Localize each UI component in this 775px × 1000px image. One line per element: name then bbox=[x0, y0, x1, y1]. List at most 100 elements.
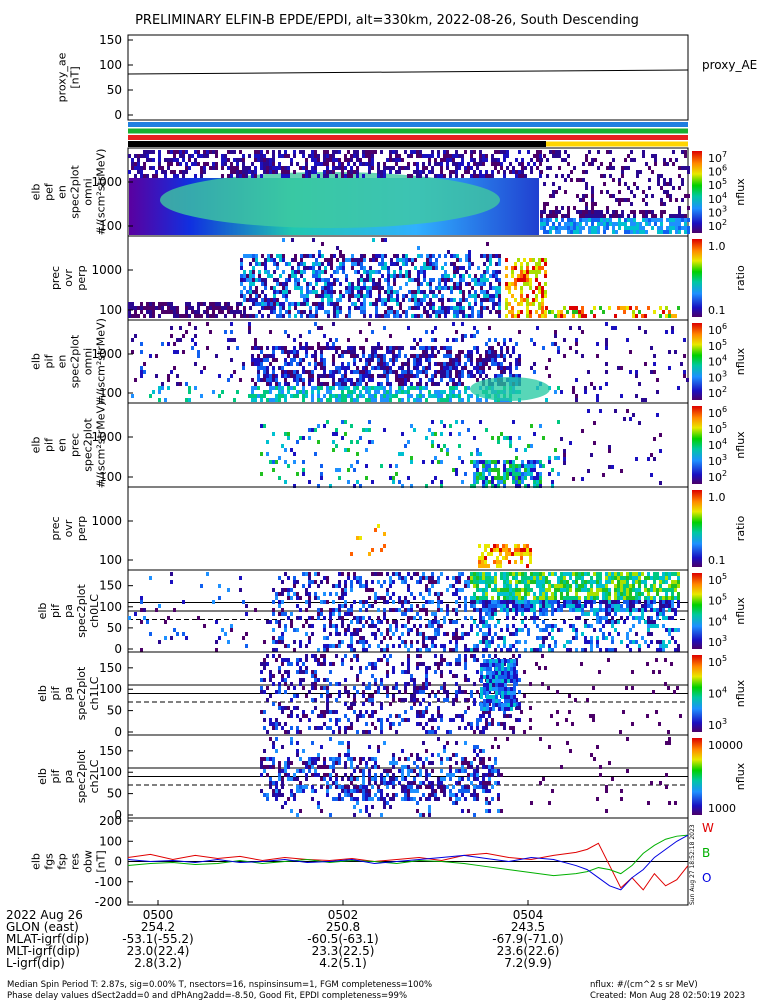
heatmap-cell bbox=[359, 620, 362, 624]
heatmap-cell bbox=[290, 158, 293, 162]
heatmap-cell bbox=[260, 366, 263, 370]
heatmap-cell bbox=[509, 436, 512, 440]
heatmap-cell bbox=[255, 314, 258, 318]
heatmap-cell bbox=[377, 628, 380, 632]
heatmap-cell bbox=[459, 278, 462, 282]
elb-pif-en-prec-colorbar-tick: 102 bbox=[708, 469, 727, 484]
heatmap-cell bbox=[573, 222, 576, 226]
heatmap-cell bbox=[494, 338, 497, 342]
heatmap-cell bbox=[520, 270, 523, 274]
heatmap-cell bbox=[521, 604, 524, 608]
heatmap-cell bbox=[288, 278, 291, 282]
heatmap-cell bbox=[366, 274, 369, 278]
heatmap-cell bbox=[284, 394, 287, 398]
heatmap-cell bbox=[648, 166, 651, 170]
heatmap-cell bbox=[473, 326, 476, 330]
heatmap-cell bbox=[526, 544, 529, 548]
heatmap-cell bbox=[351, 258, 354, 262]
heatmap-cell bbox=[389, 334, 392, 338]
heatmap-cell bbox=[683, 354, 686, 358]
heatmap-cell bbox=[545, 636, 548, 640]
heatmap-cell bbox=[499, 564, 502, 568]
heatmap-cell bbox=[236, 390, 239, 394]
heatmap-cell bbox=[509, 444, 512, 448]
heatmap-cell bbox=[491, 350, 494, 354]
heatmap-cell bbox=[429, 262, 432, 266]
heatmap-cell bbox=[257, 378, 260, 382]
heatmap-cell bbox=[468, 282, 471, 286]
heatmap-cell bbox=[365, 366, 368, 370]
heatmap-cell bbox=[633, 194, 636, 198]
heatmap-cell bbox=[608, 608, 611, 612]
heatmap-cell bbox=[468, 290, 471, 294]
heatmap-cell bbox=[413, 616, 416, 620]
heatmap-cell bbox=[477, 314, 480, 318]
heatmap-cell bbox=[390, 286, 393, 290]
heatmap-cell bbox=[458, 354, 461, 358]
heatmap-cell bbox=[410, 640, 413, 644]
heatmap-cell bbox=[560, 572, 563, 576]
heatmap-cell bbox=[545, 624, 548, 628]
heatmap-cell bbox=[665, 576, 668, 580]
heatmap-cell bbox=[140, 342, 143, 346]
heatmap-cell bbox=[539, 472, 542, 476]
heatmap-cell bbox=[350, 632, 353, 636]
heatmap-cell bbox=[599, 616, 602, 620]
proxy-ae-ylabel: proxy_ae bbox=[56, 52, 69, 102]
heatmap-cell bbox=[338, 150, 341, 154]
heatmap-cell bbox=[548, 456, 551, 460]
heatmap-cell bbox=[681, 182, 684, 186]
heatmap-cell bbox=[347, 612, 350, 616]
heatmap-cell bbox=[647, 620, 650, 624]
heatmap-cell bbox=[302, 174, 305, 178]
heatmap-cell bbox=[332, 154, 335, 158]
heatmap-cell bbox=[333, 270, 336, 274]
heatmap-cell bbox=[384, 262, 387, 266]
heatmap-cell bbox=[479, 600, 482, 604]
heatmap-cell bbox=[417, 246, 420, 250]
heatmap-cell bbox=[629, 576, 632, 580]
heatmap-cell bbox=[362, 374, 365, 378]
heatmap-cell bbox=[443, 158, 446, 162]
heatmap-cell bbox=[236, 166, 239, 170]
elb-pef-en-omni-colorbar-exp: 3 bbox=[722, 204, 727, 213]
heatmap-cell bbox=[188, 302, 191, 306]
heatmap-cell bbox=[311, 386, 314, 390]
heatmap-cell bbox=[594, 230, 597, 234]
heatmap-cell bbox=[284, 374, 287, 378]
heatmap-cell bbox=[323, 628, 326, 632]
heatmap-cell bbox=[342, 294, 345, 298]
heatmap-cell bbox=[514, 286, 517, 290]
heatmap-cell bbox=[449, 370, 452, 374]
heatmap-cell bbox=[327, 278, 330, 282]
heatmap-cell bbox=[344, 394, 347, 398]
heatmap-cell bbox=[683, 338, 686, 342]
elb-pef-en-omni-colorbar-exp: 2 bbox=[722, 218, 727, 227]
heatmap-cell bbox=[347, 150, 350, 154]
heatmap-cell bbox=[263, 166, 266, 170]
heatmap-cell bbox=[257, 150, 260, 154]
elb-pif-en-prec-ylabel: prec bbox=[69, 433, 82, 457]
heatmap-cell bbox=[660, 174, 663, 178]
heatmap-cell bbox=[330, 282, 333, 286]
heatmap-cell bbox=[584, 580, 587, 584]
heatmap-cell bbox=[440, 448, 443, 452]
heatmap-cell bbox=[440, 592, 443, 596]
heatmap-cell bbox=[282, 238, 285, 242]
heatmap-cell bbox=[246, 290, 249, 294]
heatmap-cell bbox=[506, 592, 509, 596]
heatmap-cell bbox=[452, 322, 455, 326]
heatmap-cell bbox=[485, 596, 488, 600]
heatmap-cell bbox=[383, 616, 386, 620]
heatmap-cell bbox=[191, 306, 194, 310]
heatmap-cell bbox=[554, 314, 557, 318]
heatmap-cell bbox=[377, 362, 380, 366]
heatmap-cell bbox=[413, 572, 416, 576]
heatmap-cell bbox=[449, 398, 452, 402]
heatmap-cell bbox=[453, 286, 456, 290]
heatmap-cell bbox=[314, 350, 317, 354]
heatmap-cell bbox=[365, 640, 368, 644]
heatmap-cell bbox=[515, 158, 518, 162]
heatmap-cell bbox=[521, 620, 524, 624]
heatmap-cell bbox=[252, 290, 255, 294]
